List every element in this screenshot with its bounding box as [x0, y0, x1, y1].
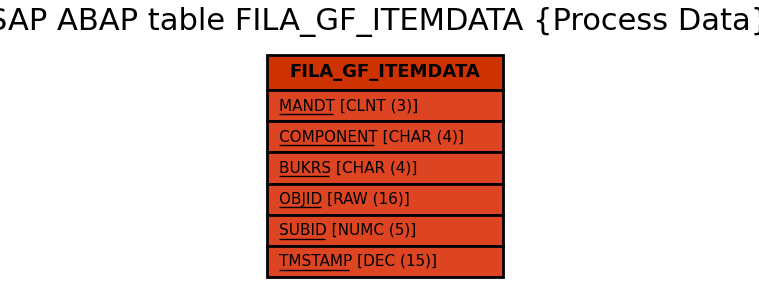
Text: COMPONENT [CHAR (4)]: COMPONENT [CHAR (4)] [279, 129, 465, 144]
Text: MANDT: MANDT [279, 98, 335, 113]
Bar [267, 121, 503, 152]
Bar [267, 55, 503, 90]
Text: FILA_GF_ITEMDATA: FILA_GF_ITEMDATA [290, 63, 480, 82]
Text: SUBID [NUMC (5)]: SUBID [NUMC (5)] [279, 223, 417, 238]
Text: TMSTAMP: TMSTAMP [279, 254, 353, 269]
Text: SAP ABAP table FILA_GF_ITEMDATA {Process Data}: SAP ABAP table FILA_GF_ITEMDATA {Process… [0, 7, 759, 37]
Text: BUKRS [CHAR (4)]: BUKRS [CHAR (4)] [279, 161, 417, 176]
Text: SUBID: SUBID [279, 223, 327, 238]
Text: COMPONENT: COMPONENT [279, 129, 378, 144]
Bar [267, 90, 503, 121]
Text: TMSTAMP [DEC (15)]: TMSTAMP [DEC (15)] [279, 254, 437, 269]
Text: MANDT [CLNT (3)]: MANDT [CLNT (3)] [279, 98, 418, 113]
Text: BUKRS: BUKRS [279, 161, 332, 176]
Bar [267, 215, 503, 246]
Bar [267, 246, 503, 277]
Bar [267, 184, 503, 215]
Bar [267, 152, 503, 184]
Text: OBJID: OBJID [279, 192, 323, 207]
Text: OBJID [RAW (16)]: OBJID [RAW (16)] [279, 192, 410, 207]
